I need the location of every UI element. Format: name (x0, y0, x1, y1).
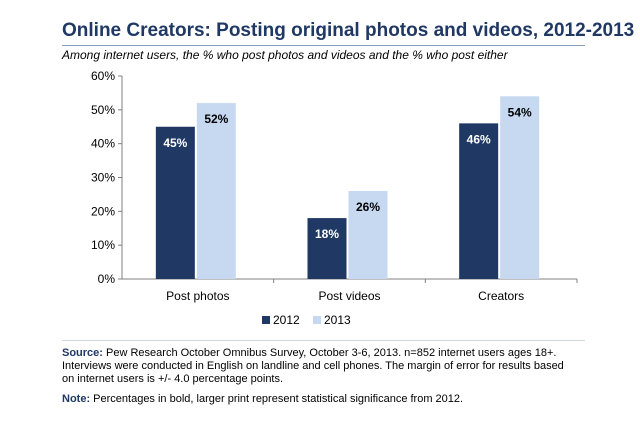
bar-2013 (500, 96, 540, 279)
bar-2013 (196, 103, 236, 279)
bar-2012 (459, 123, 499, 279)
data-label: 52% (204, 112, 228, 126)
chart-subtitle: Among internet users, the % who post pho… (62, 48, 508, 62)
source-label: Source: (62, 347, 103, 359)
significance-note: Note: Percentages in bold, larger print … (62, 393, 577, 406)
x-category-label: Post videos (318, 289, 380, 303)
title-divider (62, 45, 585, 46)
legend-label: 2013 (324, 313, 351, 327)
y-tick-label: 10% (91, 238, 115, 252)
y-tick-label: 40% (91, 137, 115, 151)
source-note: Source: Pew Research October Omnibus Sur… (62, 347, 577, 386)
legend-swatch-2013 (313, 316, 321, 324)
data-label: 26% (356, 200, 380, 214)
y-tick-label: 30% (91, 171, 115, 185)
y-tick-label: 0% (98, 272, 116, 286)
chart-title: Online Creators: Posting original photos… (62, 20, 635, 41)
data-label: 45% (163, 136, 187, 150)
legend-label: 2012 (273, 313, 300, 327)
note-text: Percentages in bold, larger print repres… (93, 393, 464, 405)
x-category-label: Post photos (166, 289, 229, 303)
legend-swatch-2012 (262, 316, 270, 324)
data-label: 18% (315, 227, 339, 241)
note-label: Note: (62, 393, 91, 405)
y-tick-label: 60% (91, 69, 115, 83)
bar-chart: 0% 10% 20% 30% 40% 50% 60% Post photos 45% 52% Pos… (91, 69, 578, 327)
source-text: Pew Research October Omnibus Survey, Oct… (62, 347, 564, 385)
x-category-label: Creators (478, 289, 524, 303)
data-label: 46% (467, 132, 491, 146)
y-tick-label: 50% (91, 103, 115, 117)
bar-2013 (348, 191, 388, 279)
footnote-divider (62, 340, 585, 341)
data-label: 54% (508, 105, 532, 119)
bar-2012 (155, 126, 195, 279)
y-tick-label: 20% (91, 204, 115, 218)
bar-2012 (307, 218, 347, 279)
